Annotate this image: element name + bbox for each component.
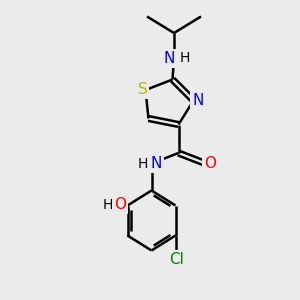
Text: H: H xyxy=(179,52,190,65)
Text: N: N xyxy=(150,156,162,171)
Text: H: H xyxy=(137,157,148,170)
Text: S: S xyxy=(138,82,147,98)
Text: N: N xyxy=(192,93,204,108)
Text: Cl: Cl xyxy=(169,252,184,267)
Text: O: O xyxy=(114,197,126,212)
Text: N: N xyxy=(164,51,175,66)
Text: H: H xyxy=(103,198,113,212)
Text: O: O xyxy=(204,156,216,171)
